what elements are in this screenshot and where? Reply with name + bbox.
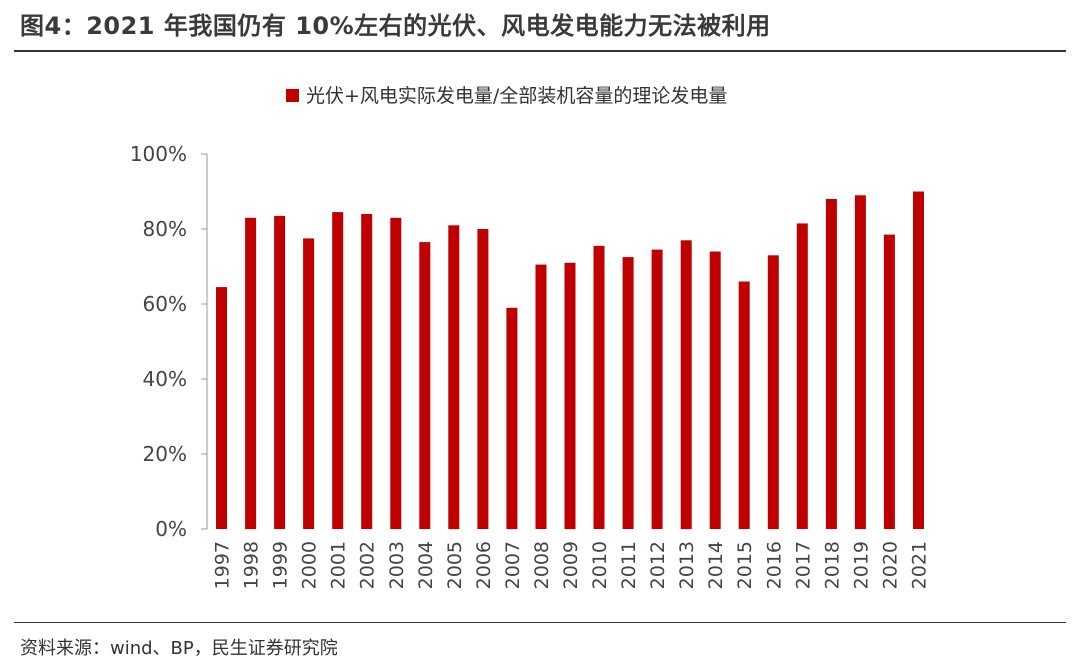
x-tick-label: 1997	[212, 541, 234, 589]
bar-2019	[854, 195, 866, 530]
bar-2001	[332, 212, 344, 529]
x-tick-label: 2011	[618, 541, 640, 589]
bar-2007	[506, 307, 518, 530]
bar-1999	[274, 215, 286, 529]
bar-2006	[477, 229, 489, 529]
x-tick-label: 2004	[415, 541, 437, 589]
bar-2009	[564, 262, 576, 530]
x-tick-label: 2020	[879, 541, 901, 589]
x-tick-label: 2019	[850, 541, 872, 589]
y-tick-label: 40%	[143, 367, 187, 391]
x-tick-label: 2009	[560, 541, 582, 589]
bar-2010	[593, 245, 605, 529]
bar-2016	[767, 255, 779, 530]
bar-2014	[709, 251, 721, 529]
x-tick-label: 2021	[909, 541, 931, 589]
y-tick-label: 80%	[143, 217, 187, 241]
bar-2013	[680, 240, 692, 530]
bar-chart: 光伏+风电实际发电量/全部装机容量的理论发电量 0% 20% 40% 60% 80% 10…	[130, 85, 931, 589]
x-tick-label: 2018	[821, 541, 843, 589]
y-tick-label: 20%	[143, 442, 187, 466]
bar-2011	[622, 257, 634, 529]
y-tick-label: 0%	[155, 517, 187, 541]
bar-2002	[361, 214, 373, 529]
x-tick-label: 2016	[763, 541, 785, 589]
bar-2003	[390, 217, 402, 530]
bar-2004	[419, 242, 431, 529]
bar-2005	[448, 225, 460, 530]
bar-2017	[796, 223, 808, 529]
x-tick-label: 2007	[502, 541, 524, 589]
x-tick-label: 2013	[676, 541, 698, 589]
x-tick-label: 2015	[734, 541, 756, 589]
x-tick-label: 1999	[270, 541, 292, 589]
bar-2012	[651, 249, 663, 529]
y-tick-label: 60%	[143, 292, 187, 316]
source-note: 资料来源：wind、BP，民生证券研究院	[20, 638, 338, 659]
x-tick-label: 2005	[444, 541, 466, 589]
x-tick-label: 2012	[647, 541, 669, 589]
bar-2020	[883, 234, 895, 529]
x-tick-label: 2000	[299, 541, 321, 589]
x-tick-label: 2003	[386, 541, 408, 589]
bar-2021	[913, 191, 924, 529]
x-tick-label: 2001	[328, 541, 350, 589]
legend-swatch	[286, 89, 299, 102]
legend-label: 光伏+风电实际发电量/全部装机容量的理论发电量	[306, 85, 727, 107]
x-tick-label: 1998	[241, 541, 263, 589]
x-tick-label: 2014	[705, 541, 727, 589]
title-divider	[14, 50, 1066, 52]
x-tick-label: 2010	[589, 541, 611, 589]
bar-2000	[303, 238, 315, 529]
bar-2015	[738, 281, 750, 529]
figure-title: 图4：2021 年我国仍有 10%左右的光伏、风电发电能力无法被利用	[20, 12, 771, 40]
x-tick-label: 2008	[531, 541, 553, 589]
bar-2018	[825, 199, 837, 529]
bar-1998	[245, 217, 257, 530]
y-tick-label: 100%	[130, 142, 187, 166]
x-tick-label: 2017	[792, 541, 814, 589]
source-divider	[14, 622, 1066, 623]
legend: 光伏+风电实际发电量/全部装机容量的理论发电量	[286, 85, 727, 107]
x-tick-label: 2006	[473, 541, 495, 589]
bar-2008	[535, 264, 547, 529]
x-tick-label: 2002	[357, 541, 379, 589]
bar-1997	[216, 287, 227, 529]
